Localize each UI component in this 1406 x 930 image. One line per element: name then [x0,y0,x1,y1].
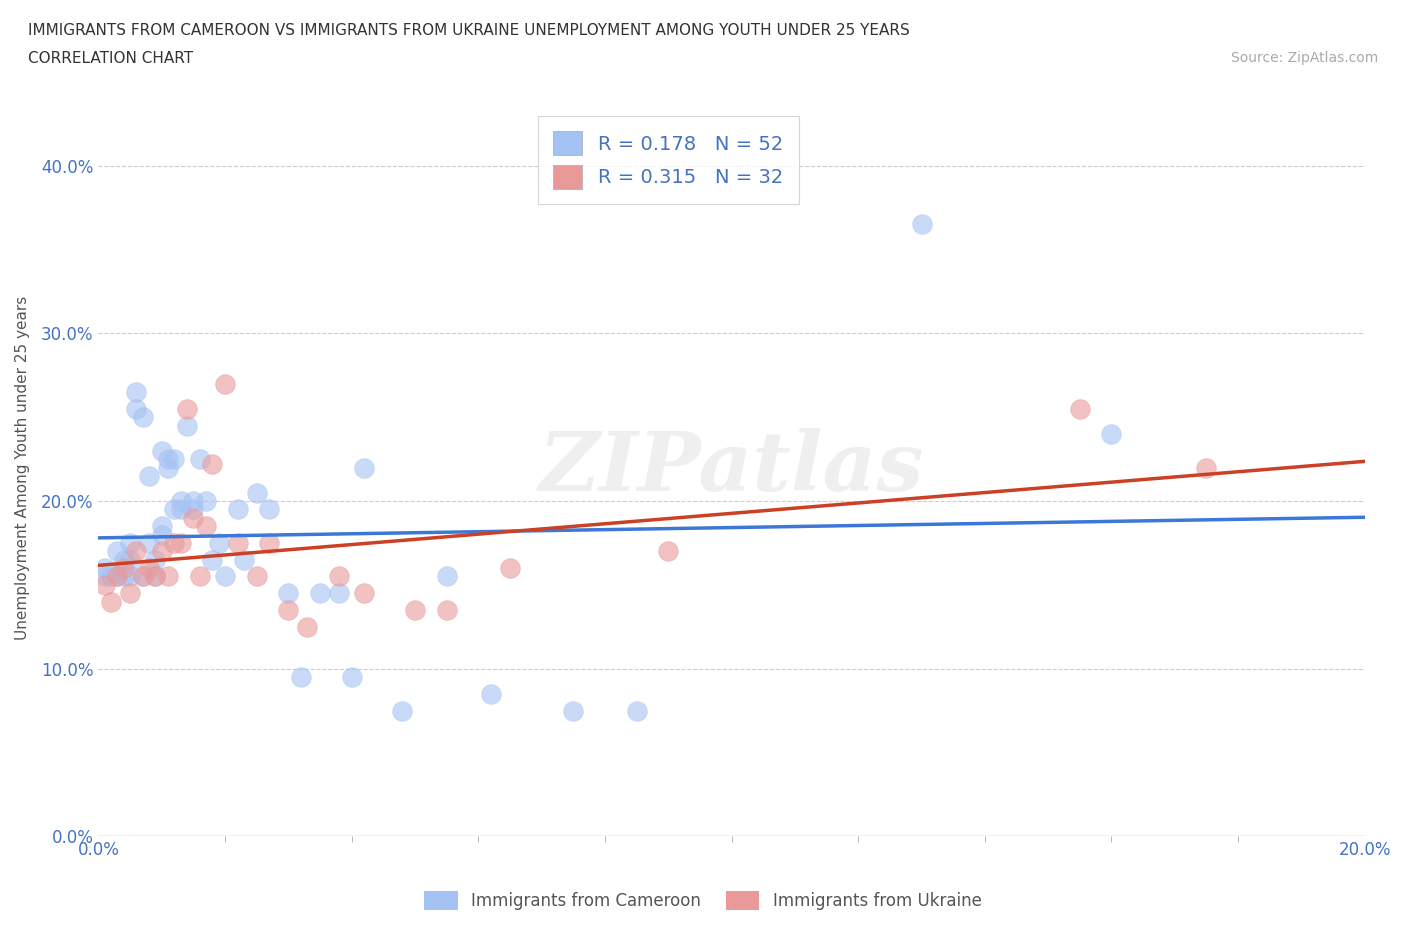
Point [94,569,117,584]
Point [1069,402,1091,417]
Point [150,527,173,542]
Point [657,544,679,559]
Point [176,418,198,433]
Point [277,586,299,601]
Point [201,552,224,567]
Legend: R = 0.178   N = 52, R = 0.315   N = 32: R = 0.178 N = 52, R = 0.315 N = 32 [537,116,799,204]
Point [112,552,135,567]
Point [120,536,142,551]
Point [150,444,173,458]
Point [309,586,332,601]
Point [499,561,522,576]
Point [183,511,205,525]
Point [1195,460,1218,475]
Point [170,494,193,509]
Point [195,519,218,534]
Point [183,502,205,517]
Point [188,569,211,584]
Point [328,586,350,601]
Point [214,377,236,392]
Y-axis label: Unemployment Among Youth under 25 years: Unemployment Among Youth under 25 years [15,296,30,640]
Point [100,594,122,609]
Point [188,452,211,467]
Point [176,402,198,417]
Legend: Immigrants from Cameroon, Immigrants from Ukraine: Immigrants from Cameroon, Immigrants fro… [418,884,988,917]
Point [150,544,173,559]
Point [125,402,148,417]
Point [170,502,193,517]
Point [277,603,299,618]
Point [201,457,224,472]
Point [562,703,585,718]
Point [150,519,173,534]
Point [145,569,167,584]
Point [170,536,193,551]
Point [107,569,129,584]
Point [132,569,155,584]
Point [145,569,167,584]
Point [94,578,117,592]
Point [125,385,148,400]
Text: IMMIGRANTS FROM CAMEROON VS IMMIGRANTS FROM UKRAINE UNEMPLOYMENT AMONG YOUTH UND: IMMIGRANTS FROM CAMEROON VS IMMIGRANTS F… [28,23,910,38]
Point [290,670,312,684]
Point [436,603,458,618]
Point [138,561,160,576]
Point [246,569,269,584]
Point [132,569,155,584]
Point [163,452,186,467]
Point [626,703,648,718]
Point [145,552,167,567]
Point [157,569,180,584]
Point [120,552,142,567]
Point [436,569,458,584]
Point [479,686,502,701]
Point [125,544,148,559]
Point [226,536,249,551]
Point [107,544,129,559]
Text: CORRELATION CHART: CORRELATION CHART [28,51,193,66]
Point [297,619,319,634]
Point [100,569,122,584]
Point [163,502,186,517]
Point [112,569,135,584]
Text: Source: ZipAtlas.com: Source: ZipAtlas.com [1230,51,1378,65]
Point [163,536,186,551]
Point [404,603,426,618]
Point [328,569,350,584]
Point [391,703,413,718]
Point [112,561,135,576]
Point [183,494,205,509]
Point [910,217,932,232]
Point [157,460,180,475]
Point [94,561,117,576]
Point [340,670,363,684]
Point [157,452,180,467]
Point [353,460,375,475]
Point [107,569,129,584]
Point [132,410,155,425]
Point [138,469,160,484]
Point [195,494,218,509]
Point [120,586,142,601]
Point [233,552,256,567]
Point [246,485,269,500]
Point [214,569,236,584]
Point [259,502,281,517]
Text: ZIPatlas: ZIPatlas [538,428,924,508]
Point [1101,427,1123,442]
Point [226,502,249,517]
Point [259,536,281,551]
Point [120,569,142,584]
Point [138,536,160,551]
Point [208,536,231,551]
Point [353,586,375,601]
